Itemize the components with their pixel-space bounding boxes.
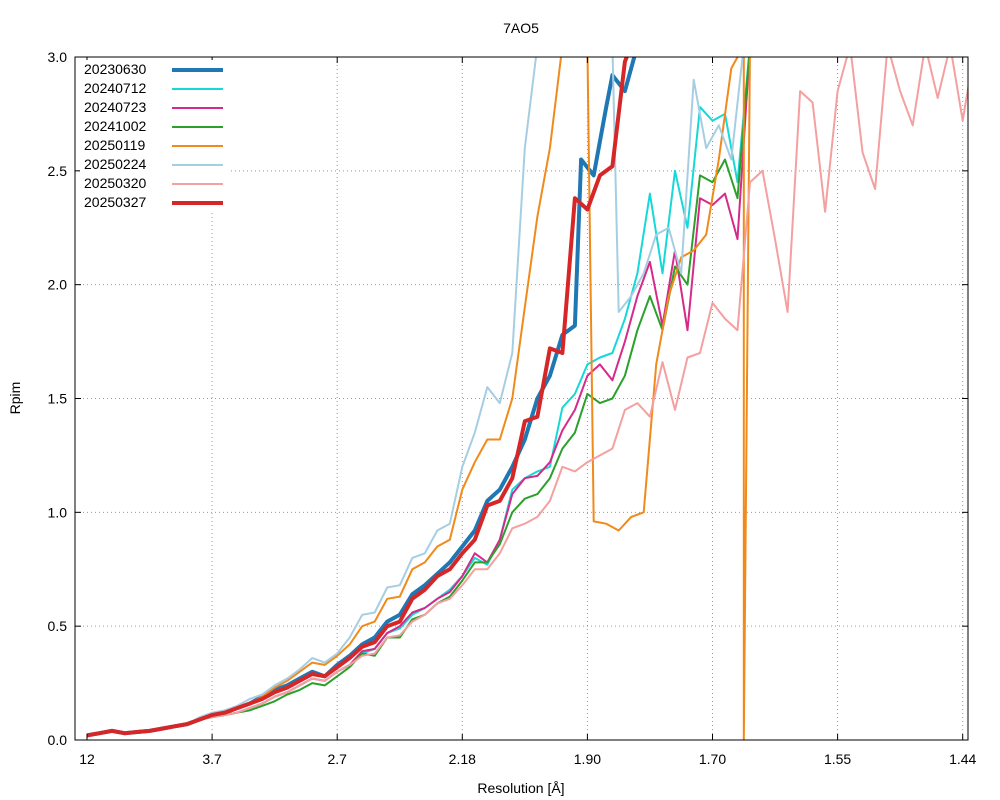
x-tick-label: 1.44: [949, 751, 976, 767]
legend-label: 20250224: [84, 156, 147, 172]
y-tick-label: 0.0: [48, 732, 68, 748]
y-tick-label: 3.0: [48, 49, 68, 65]
legend: 20230630 20240712 20240723 20241002 20250119…: [80, 60, 228, 212]
x-tick-label: 2.18: [449, 751, 476, 767]
series-line-20250327: [86, 57, 629, 738]
y-axis-label: Rpim: [7, 382, 23, 415]
legend-entry-bg: [80, 174, 228, 193]
y-tick-label: 1.0: [48, 504, 68, 520]
x-axis-label: Resolution [Å]: [477, 780, 564, 796]
legend-label: 20250119: [84, 137, 145, 153]
legend-entry-bg: [80, 79, 228, 98]
y-tick-label: 2.0: [48, 277, 68, 293]
legend-label: 20230630: [84, 61, 147, 77]
x-tick-label: 1.70: [699, 751, 726, 767]
x-tick-label: 12: [79, 751, 95, 767]
x-tick-label: 1.55: [824, 751, 851, 767]
series-layer: [86, 57, 968, 740]
y-tick-label: 2.5: [48, 163, 68, 179]
legend-label: 20241002: [84, 118, 147, 134]
x-tick-label: 2.7: [327, 751, 347, 767]
legend-label: 20240712: [84, 80, 147, 96]
y-axis-ticks: 0.0 0.5 1.0 1.5 2.0 2.5 3.0: [48, 49, 968, 748]
y-tick-label: 0.5: [48, 618, 68, 634]
legend-entry-bg: [80, 98, 228, 117]
legend-entry-bg: [80, 155, 228, 174]
legend-label: 20250320: [84, 175, 147, 191]
legend-entry-bg: [80, 60, 228, 79]
y-tick-label: 1.5: [48, 391, 68, 407]
legend-entry-bg: [80, 193, 228, 212]
x-tick-label: 3.7: [202, 751, 222, 767]
legend-entry-bg: [80, 117, 228, 136]
grid-lines: [75, 57, 968, 740]
x-axis-ticks: 12 3.7 2.7 2.18 1.90 1.70 1.55 1.44: [79, 57, 977, 767]
legend-label: 20250327: [84, 194, 147, 210]
legend-label: 20240723: [84, 99, 147, 115]
legend-entry-bg: [80, 136, 228, 155]
series-line-20250320: [86, 57, 968, 737]
chart-title: 7AO5: [503, 20, 539, 36]
x-tick-label: 1.90: [574, 751, 601, 767]
